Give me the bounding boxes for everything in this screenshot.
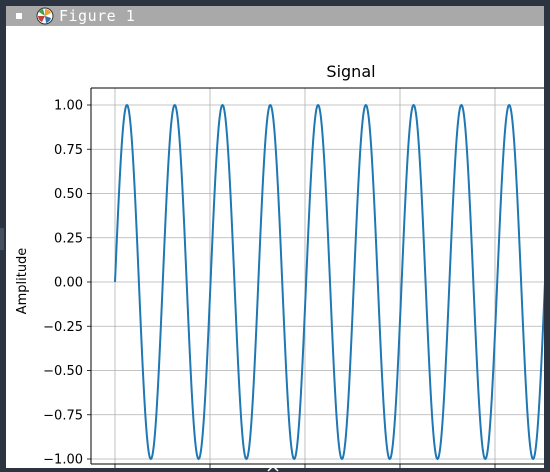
y-tick-label: 1.00 [54, 99, 83, 114]
chart-title: Signal [326, 62, 375, 81]
grid-lines [91, 88, 544, 464]
title-bar[interactable]: Figure 1 [6, 6, 544, 26]
y-axis-label: Amplitude [15, 248, 30, 315]
resize-handle-icon[interactable] [0, 228, 4, 250]
axes-frame [90, 87, 544, 465]
signal-series-line [114, 103, 546, 461]
y-tick-label: 0.50 [54, 187, 83, 202]
y-tick-label: −0.25 [43, 320, 83, 335]
y-tick-label: −1.00 [43, 453, 83, 468]
y-axis-ticks: 1.00 0.75 0.50 0.25 0.00 −0.25 −0.50 −0.75 −1.00 [43, 99, 91, 468]
window-title: Figure 1 [59, 7, 136, 25]
expand-caret-icon[interactable] [267, 464, 279, 472]
signal-plot[interactable]: Signal Amplitude 1.00 0.75 0.50 0.25 0.00 −0.… [6, 26, 546, 468]
matplotlib-logo-icon [36, 7, 54, 25]
figure-canvas[interactable]: Signal Amplitude 1.00 0.75 0.50 0.25 0.00 −0.… [6, 26, 546, 468]
x-axis-ticks [114, 464, 496, 468]
window-menu-icon[interactable] [16, 13, 22, 19]
y-tick-label: 0.75 [54, 143, 83, 158]
y-tick-label: 0.00 [54, 276, 83, 291]
y-tick-label: −0.75 [43, 408, 83, 423]
y-tick-label: 0.25 [54, 231, 83, 246]
y-tick-label: −0.50 [43, 364, 83, 379]
